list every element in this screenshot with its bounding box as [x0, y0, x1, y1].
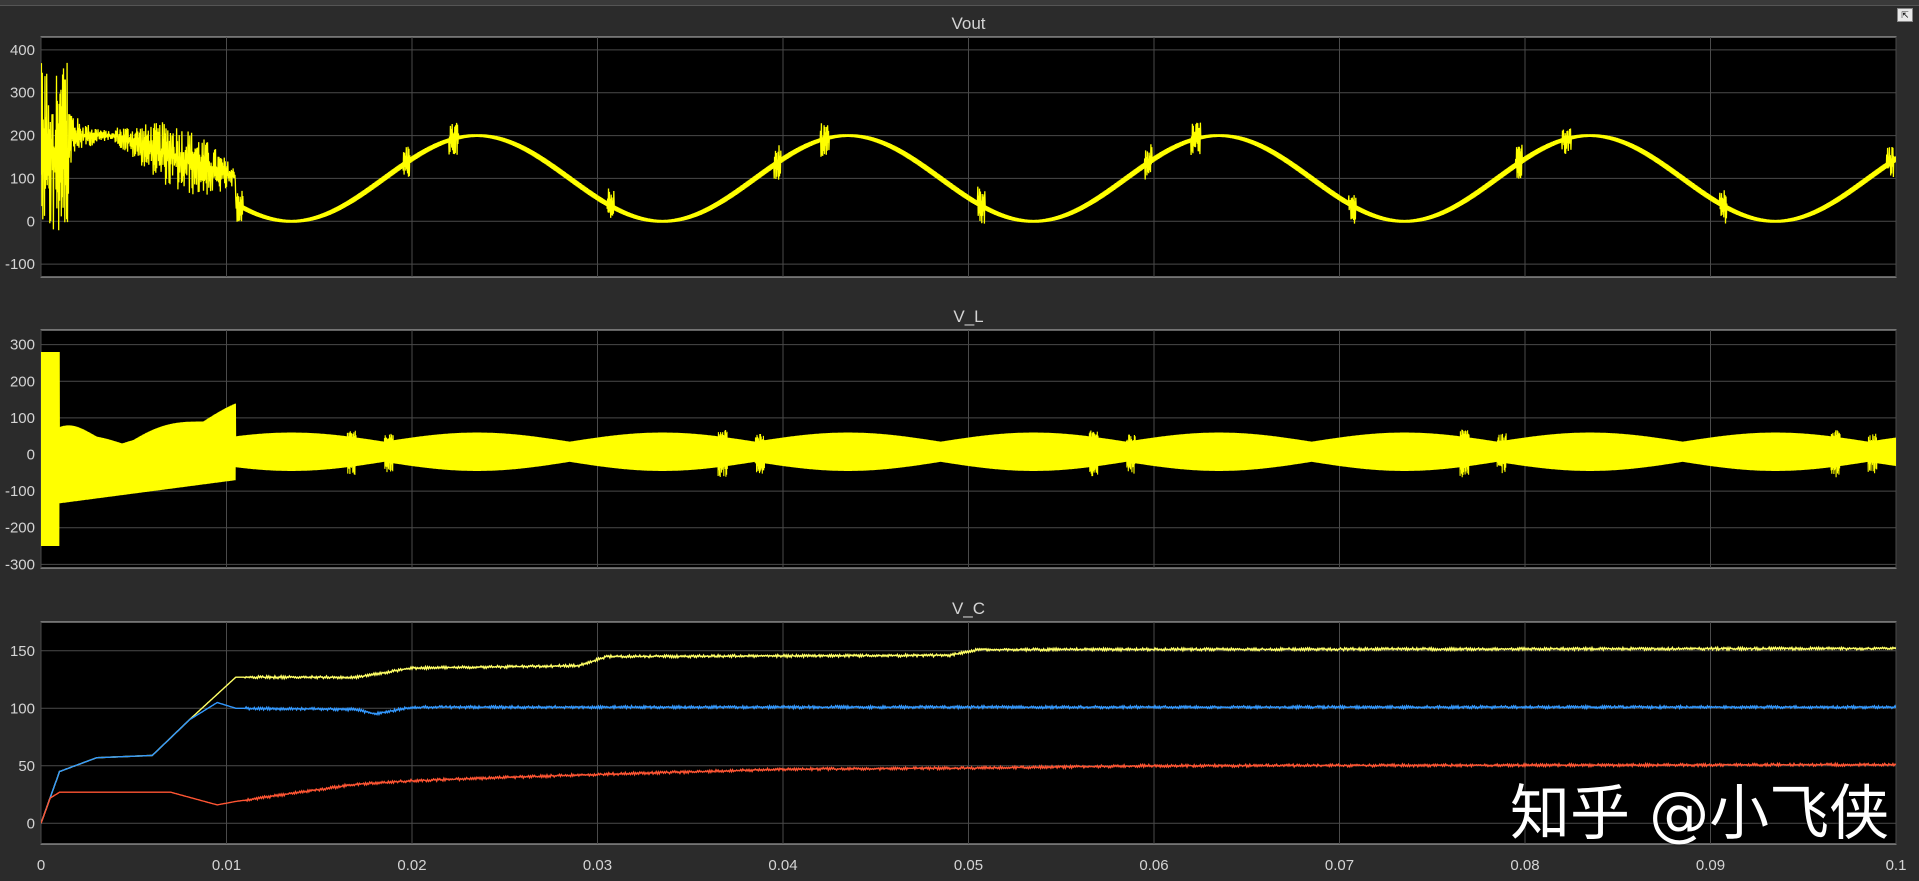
y-tick-label: 0 — [27, 446, 35, 463]
chart-2: V_L -300 -200 -100 0 100 200 300 — [5, 307, 1897, 573]
y-tick-label: 100 — [10, 700, 35, 717]
chart-title: V_L — [953, 307, 983, 326]
chart-title: Vout — [951, 14, 985, 33]
series-line-vc-2 — [41, 701, 1896, 824]
chart-3: V_C 0 0.01 0.02 0.03 0.04 0.05 0.06 0.07 0.08 0.09… — [10, 599, 1906, 874]
y-tick-label: 300 — [10, 85, 35, 102]
y-tick-label: 200 — [10, 128, 35, 145]
y-tick-label: -300 — [5, 556, 35, 573]
series-line-vc-1 — [41, 645, 1896, 824]
x-tick-label: 0.03 — [583, 857, 612, 874]
y-tick-label: -100 — [5, 483, 35, 500]
y-tick-label: 300 — [10, 337, 35, 354]
chart-title: V_C — [952, 599, 985, 618]
y-tick-label: 100 — [10, 170, 35, 187]
y-tick-label: 400 — [10, 42, 35, 59]
x-tick-label: 0.02 — [397, 857, 426, 874]
y-tick-label: -100 — [5, 256, 35, 273]
x-tick-label: 0.01 — [212, 857, 241, 874]
x-tick-label: 0.08 — [1510, 857, 1539, 874]
window-top-bar — [0, 0, 1919, 6]
y-tick-label: 200 — [10, 373, 35, 390]
y-tick-label: 0 — [27, 815, 35, 832]
y-tick-label: 50 — [18, 758, 35, 775]
watermark: 知乎 @小飞侠 — [1510, 779, 1890, 849]
series-line-vout — [41, 62, 1896, 231]
x-tick-label: 0.07 — [1325, 857, 1354, 874]
x-tick-label: 0 — [37, 857, 45, 874]
series-line-vc-3 — [41, 761, 1896, 824]
y-tick-label: 100 — [10, 410, 35, 427]
series-line-vl — [41, 351, 1896, 547]
restore-window-icon[interactable]: ⇱ — [1897, 8, 1913, 22]
x-tick-label: 0.06 — [1139, 857, 1168, 874]
x-tick-label: 0.09 — [1696, 857, 1725, 874]
y-tick-label: -200 — [5, 520, 35, 537]
chart-1: Vout -100 0 100 200 300 400 — [5, 14, 1897, 278]
x-tick-label: 0.04 — [768, 857, 797, 874]
x-tick-label: 0.1 — [1886, 857, 1907, 874]
y-tick-label: 150 — [10, 643, 35, 660]
x-tick-label: 0.05 — [954, 857, 983, 874]
y-tick-label: 0 — [27, 213, 35, 230]
